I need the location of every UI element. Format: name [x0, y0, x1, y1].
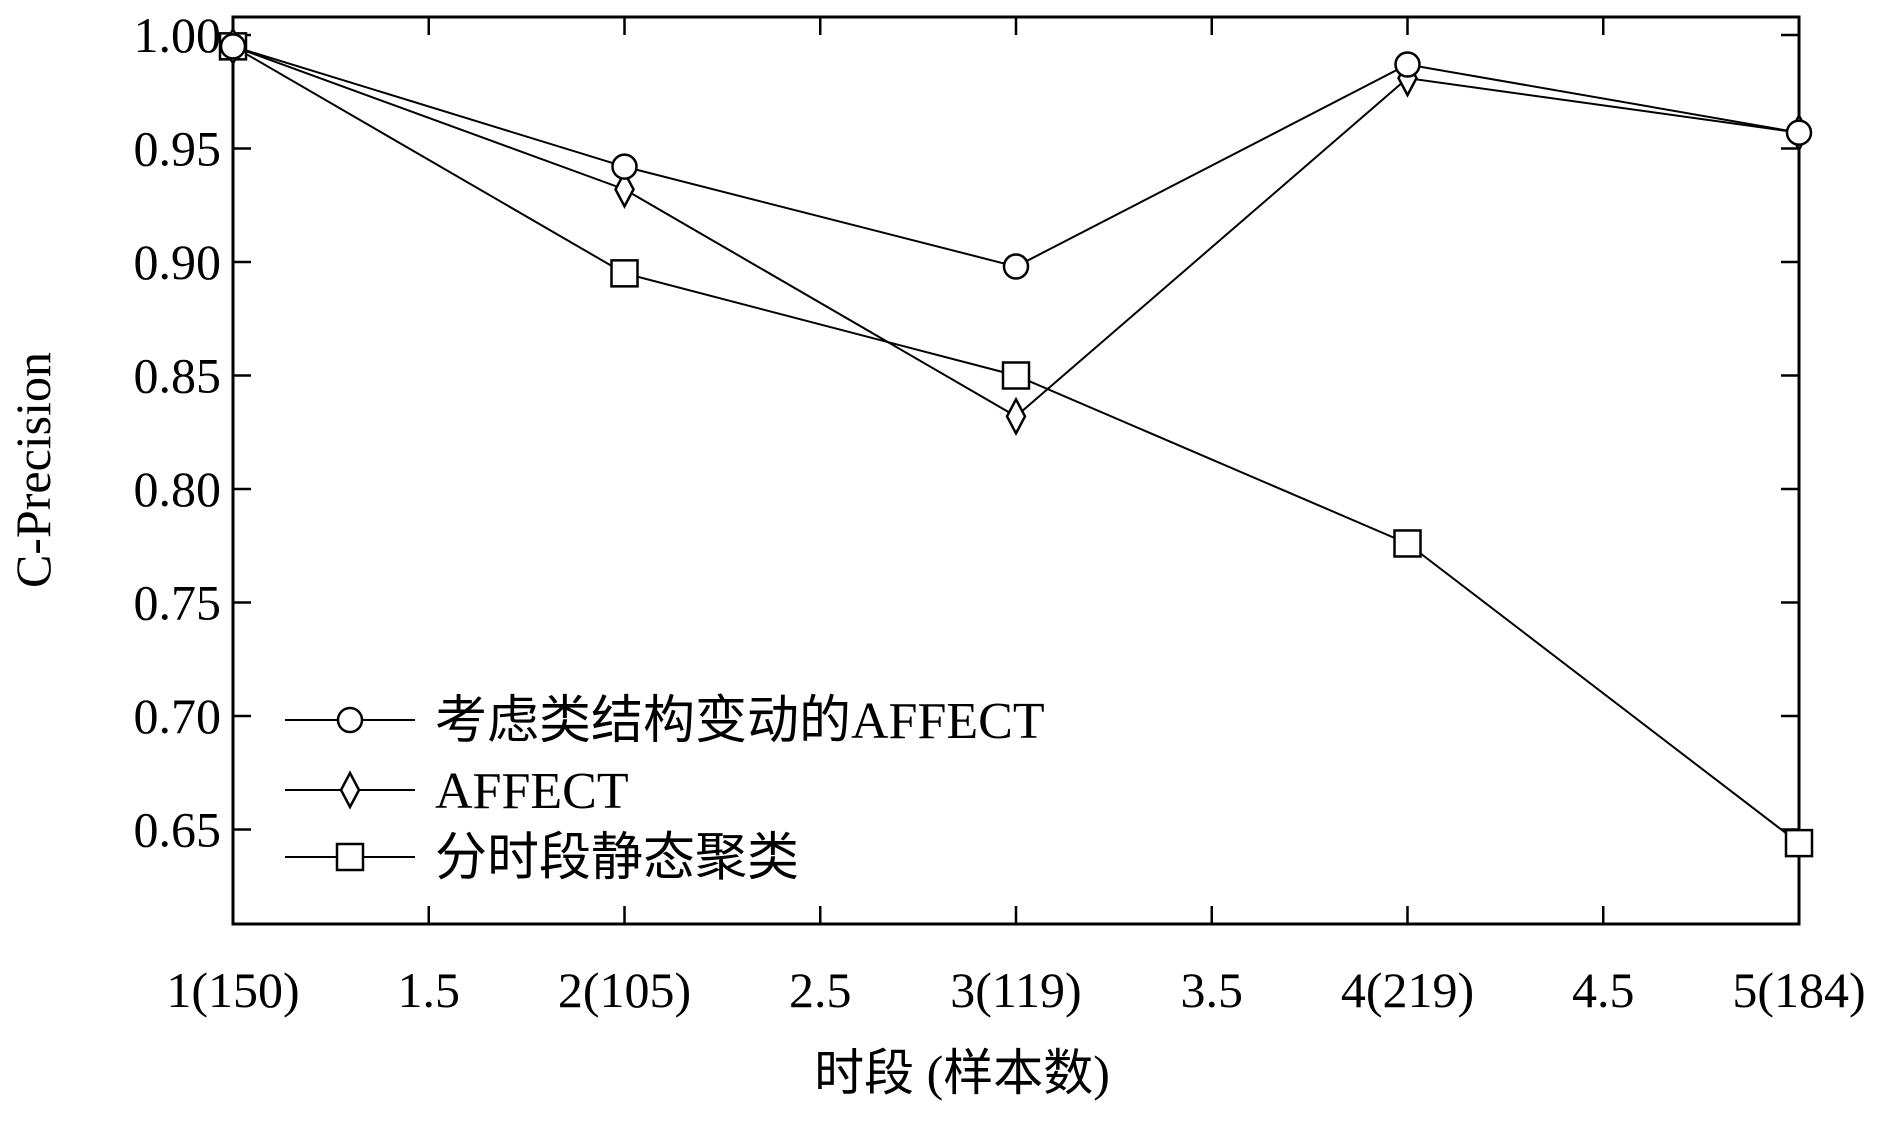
- point-circle-2: [1002, 253, 1030, 280]
- x-tick-label-0: 1(150): [166, 962, 299, 1018]
- axis-ticks: [231, 17, 1801, 924]
- legend-label-circle: 考虑类结构变动的AFFECT: [435, 693, 1045, 750]
- series-line-diamond: [232, 45, 1800, 418]
- point-diamond-2: [1005, 396, 1027, 437]
- x-tick-label-2: 2(105): [558, 962, 691, 1018]
- y-tick-label-0: 1.00: [134, 7, 222, 63]
- x-tick-label-1: 1.5: [398, 962, 461, 1018]
- y-tick-label-6: 0.70: [134, 688, 222, 744]
- x-tick-labels: 1(150) 1.5 2(105) 2.5 3(119) 3.5 4(219) 4.5 5(18…: [166, 962, 1865, 1018]
- point-square-3: [1393, 529, 1422, 558]
- x-axis-title: 时段 (样本数): [814, 1045, 1110, 1101]
- x-tick-label-7: 4.5: [1572, 962, 1635, 1018]
- x-tick-label-5: 3.5: [1181, 962, 1244, 1018]
- legend-marker-circle: [336, 706, 364, 734]
- x-tick-label-4: 3(119): [950, 962, 1081, 1018]
- x-tick-label-8: 5(184): [1732, 962, 1865, 1018]
- y-tick-label-4: 0.80: [134, 461, 222, 517]
- y-tick-label-1: 0.95: [134, 121, 222, 177]
- legend-marker-diamond: [339, 770, 361, 810]
- point-circle-1: [611, 153, 638, 180]
- point-diamond-1: [614, 169, 635, 210]
- x-tick-label-3: 2.5: [789, 962, 852, 1018]
- point-circle-0: [219, 33, 247, 60]
- y-tick-label-2: 0.90: [134, 234, 222, 290]
- x-tick-label-6: 4(219): [1341, 962, 1474, 1018]
- legend-marker-square: [335, 842, 365, 872]
- y-tick-label-7: 0.65: [134, 802, 222, 858]
- series-markers: [218, 26, 1814, 858]
- y-tick-label-5: 0.75: [134, 575, 222, 631]
- y-tick-label-3: 0.85: [134, 348, 222, 404]
- point-circle-4: [1785, 119, 1813, 146]
- y-axis-title: C-Precision: [5, 352, 61, 588]
- legend: 考虑类结构变动的AFFECT AFFECT 分时段静态聚类: [285, 693, 1045, 887]
- y-tick-labels: 1.00 0.95 0.90 0.85 0.80 0.75 0.70 0.65: [134, 7, 222, 858]
- point-square-2: [1001, 361, 1031, 390]
- point-circle-3: [1394, 51, 1421, 78]
- legend-label-diamond: AFFECT: [435, 763, 629, 820]
- point-square-1: [610, 259, 639, 288]
- point-square-4: [1784, 828, 1814, 858]
- series-line-circle: [232, 45, 1800, 268]
- legend-label-square: 分时段静态聚类: [435, 830, 799, 887]
